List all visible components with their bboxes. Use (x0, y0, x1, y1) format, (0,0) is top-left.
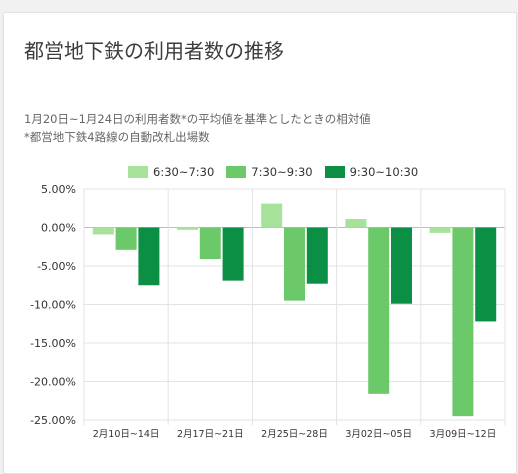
legend-item-6-30[interactable]: 6:30~7:30 (128, 165, 214, 179)
bar (345, 219, 367, 228)
legend-swatch (226, 166, 247, 178)
chart-card: 都営地下鉄の利用者数の推移 1月20日~1月24日の利用者数*の平均値を基準とし… (3, 12, 517, 474)
bar (177, 227, 198, 230)
subtitle-line-2: *都営地下鉄4路線の自動改札出場数 (24, 130, 210, 144)
y-tick-label: 0.00% (41, 222, 76, 235)
legend-label: 7:30~9:30 (251, 165, 313, 179)
bar (429, 227, 451, 233)
legend-item-7-30[interactable]: 7:30~9:30 (226, 165, 313, 179)
chart-title: 都営地下鉄の利用者数の推移 (24, 39, 284, 63)
x-tick-label: 2月10日~14日 (93, 429, 160, 440)
y-tick-label: -15.00% (30, 337, 76, 350)
bar (306, 227, 328, 284)
legend-label: 6:30~7:30 (153, 165, 215, 179)
y-tick-label: -20.00% (30, 376, 76, 389)
x-tick-label: 2月25日~28日 (261, 429, 328, 440)
chart-legend: 6:30~7:30 7:30~9:30 9:30~10:30 (128, 163, 430, 181)
bar (261, 203, 283, 228)
x-tick-label: 3月02日~05日 (345, 429, 412, 440)
y-tick-label: -25.00% (30, 414, 76, 427)
bar (138, 227, 160, 286)
bar (92, 227, 114, 235)
y-tick-label: -5.00% (37, 260, 76, 273)
x-tick-label: 3月09日~12日 (430, 429, 497, 440)
x-tick-label: 2月17日~21日 (177, 429, 244, 440)
chart-subtitle: 1月20日~1月24日の利用者数*の平均値を基準としたときの相対値 *都営地下鉄… (24, 110, 371, 146)
bar (222, 227, 244, 281)
bar (391, 227, 412, 304)
subtitle-line-1: 1月20日~1月24日の利用者数*の平均値を基準としたときの相対値 (24, 112, 371, 126)
bar (368, 227, 390, 394)
legend-swatch (324, 166, 345, 178)
bar-chart: 5.00% 0.00% -5.00% -10.00% -15.00% -20.00% -25… (30, 183, 506, 440)
legend-item-9-30[interactable]: 9:30~10:30 (324, 165, 419, 179)
bar (284, 227, 305, 301)
bar (199, 227, 221, 260)
bar (452, 227, 474, 417)
bar (115, 227, 137, 250)
y-tick-label: 5.00% (41, 183, 76, 196)
legend-swatch (128, 166, 148, 178)
bar (475, 227, 497, 322)
legend-label: 9:30~10:30 (349, 165, 419, 179)
y-tick-label: -10.00% (30, 299, 76, 312)
